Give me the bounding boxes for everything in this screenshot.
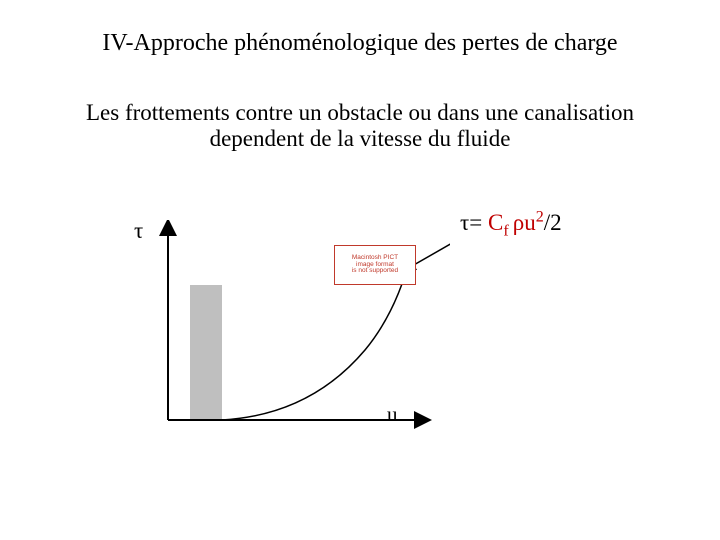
formula-u: u bbox=[524, 210, 536, 235]
missing-image-placeholder: Macintosh PICT image format is not suppo… bbox=[334, 245, 416, 285]
formula-rho: ρ bbox=[513, 210, 524, 235]
slide-page: IV-Approche phénoménologique des pertes … bbox=[0, 0, 720, 540]
formula-label: τ= Cf ρu2/2 bbox=[460, 210, 562, 236]
page-subtitle: Les frottements contre un obstacle ou da… bbox=[0, 100, 720, 152]
formula-cf-sub: f bbox=[503, 223, 512, 240]
subtitle-line-1: Les frottements contre un obstacle ou da… bbox=[86, 100, 634, 125]
subtitle-line-2: dependent de la vitesse du fluide bbox=[210, 126, 511, 151]
missing-line-3: is not supported bbox=[335, 268, 415, 275]
formula-exp: 2 bbox=[536, 208, 544, 225]
formula-suffix: /2 bbox=[544, 210, 562, 235]
page-title: IV-Approche phénoménologique des pertes … bbox=[0, 30, 720, 57]
formula-prefix: τ= bbox=[460, 210, 488, 235]
formula-cf: C bbox=[488, 210, 503, 235]
